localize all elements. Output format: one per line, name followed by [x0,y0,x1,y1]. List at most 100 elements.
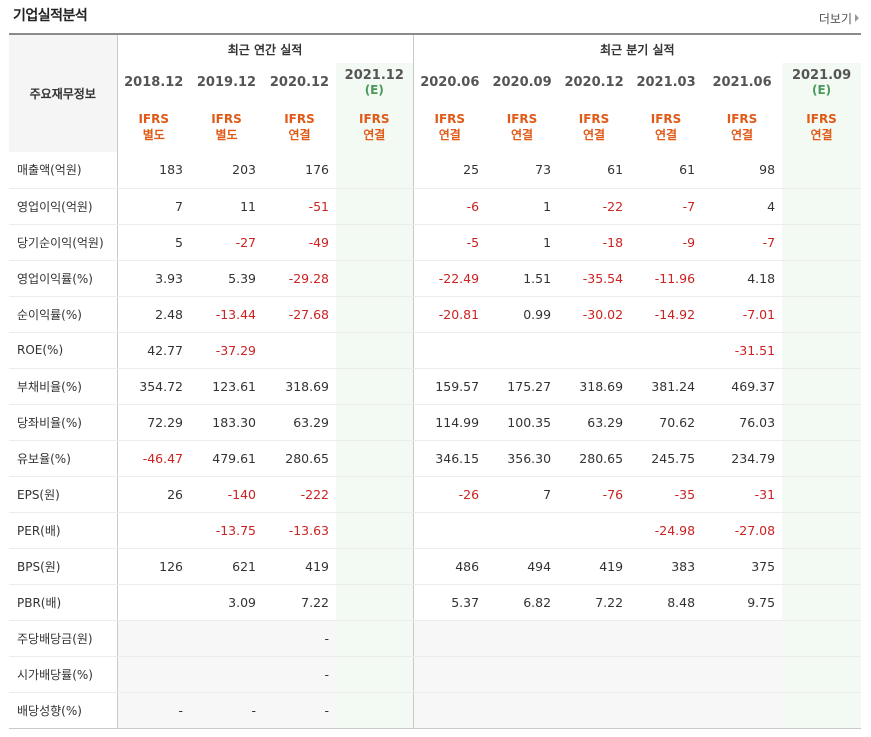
value-cell: 621 [190,548,263,585]
value-cell [702,692,783,729]
value-cell: 9.75 [702,584,783,621]
accounting-standard-label: IFRS [359,112,390,126]
value-cell [782,332,862,369]
value-cell: 4 [702,188,783,225]
value-cell: -35.54 [558,259,631,297]
table-row: BPS(원) 126 621 419 486 494 419 383 375 [9,548,862,585]
value-cell [412,692,487,729]
table-row: PER(배) -13.75 -13.63 -24.98 -27.08 [9,512,862,549]
value-cell [486,619,559,657]
accounting-standard: IFRS 별도 [116,102,190,152]
annual-group-header: 최근 연간 실적 [116,33,414,63]
accounting-standard: IFRS 연결 [336,102,414,152]
value-cell: 381.24 [630,367,703,405]
value-cell: -7.01 [702,296,783,333]
table-row: 영업이익률(%) 3.93 5.39 -29.28 -22.49 1.51 -35.54 -1… [9,259,862,297]
value-cell: 6.82 [486,584,559,621]
value-cell: 42.77 [116,332,190,369]
consolidation-label: 별도 [215,128,238,142]
row-label: 시가배당률(%) [9,656,117,693]
chevron-right-icon [855,14,859,22]
value-cell: 356.30 [486,440,559,477]
value-cell: 203 [190,152,263,189]
value-cell [782,440,862,477]
value-cell: -9 [630,224,703,261]
accounting-standard: IFRS 연결 [558,102,630,152]
value-cell [782,512,862,549]
value-cell: -31.51 [702,332,783,369]
row-label: 주당배당금(원) [9,619,117,657]
value-cell [412,332,487,369]
value-cell [336,188,414,225]
period-header: 2020.06 [412,63,487,102]
row-label: 유보율(%) [9,440,117,477]
value-cell [486,332,559,369]
value-cell: 98 [702,152,783,189]
value-cell [782,619,862,657]
value-cell [630,332,703,369]
row-label: 당좌비율(%) [9,404,117,441]
accounting-standard-label: IFRS [506,112,538,126]
value-cell: 61 [558,152,631,189]
value-cell: -20.81 [412,296,487,333]
value-cell: 234.79 [702,440,783,477]
value-cell [782,692,862,729]
accounting-standard: IFRS 별도 [190,102,263,152]
value-cell [336,512,414,549]
accounting-header-row: IFRS 별도 IFRS 별도 IFRS 연결 IFRS 연결 IFRS 연결 IFRS 연결 IFRS… [9,102,862,152]
value-cell [336,619,414,657]
consolidation-label: 연결 [363,128,386,142]
period-header: 2020.09 [486,63,558,102]
value-cell [630,656,703,693]
value-cell [702,619,783,657]
table-row: 배당성향(%) - - - [9,692,862,729]
value-cell [412,512,487,549]
value-cell: 494 [486,548,559,585]
table-row: 유보율(%) -46.47 479.61 280.65 346.15 356.30 280.… [9,440,862,477]
accounting-standard-label: IFRS [138,112,170,126]
value-cell [336,656,414,693]
value-cell: 419 [263,548,336,585]
value-cell [558,619,631,657]
value-cell: 183.30 [190,404,263,441]
value-cell: -13.63 [263,512,336,549]
value-cell: 346.15 [412,440,487,477]
value-cell: -6 [412,188,487,225]
value-cell: -27.08 [702,512,783,549]
value-cell: -30.02 [558,296,631,333]
row-label: PER(배) [9,512,117,549]
row-label: EPS(원) [9,475,117,513]
estimate-marker: (E) [811,82,832,97]
value-cell: - [116,692,190,729]
value-cell: 175.27 [486,367,559,405]
value-cell [558,332,631,369]
more-link[interactable]: 더보기 [819,10,859,27]
section-title: 기업실적분석 [13,8,88,24]
period-header: 2019.12 [190,63,263,102]
period-header: 2021.09 (E) [782,63,862,102]
value-cell [486,512,559,549]
accounting-standard-label: IFRS [434,112,466,126]
value-cell: 4.18 [702,259,783,297]
value-cell [336,332,414,369]
value-cell [412,656,487,693]
value-cell [702,656,783,693]
value-cell [336,548,414,585]
value-cell [782,296,862,333]
financial-rows: 매출액(억원) 183 203 176 25 73 61 61 98 영업이익(억원) 7 11 -51… [9,152,862,729]
value-cell: 3.09 [190,584,263,621]
accounting-standard-label: IFRS [211,112,242,126]
value-cell: 318.69 [263,367,336,405]
value-cell: 486 [412,548,487,585]
accounting-standard: IFRS 연결 [702,102,782,152]
accounting-standard: IFRS 연결 [782,102,862,152]
consolidation-label: 연결 [810,128,833,142]
value-cell: 354.72 [116,367,190,405]
value-cell: 123.61 [190,367,263,405]
value-cell [558,512,631,549]
period-header: 2021.03 [630,63,702,102]
value-cell [336,224,414,261]
value-cell: -5 [412,224,487,261]
value-cell [782,584,862,621]
value-cell [782,475,862,513]
